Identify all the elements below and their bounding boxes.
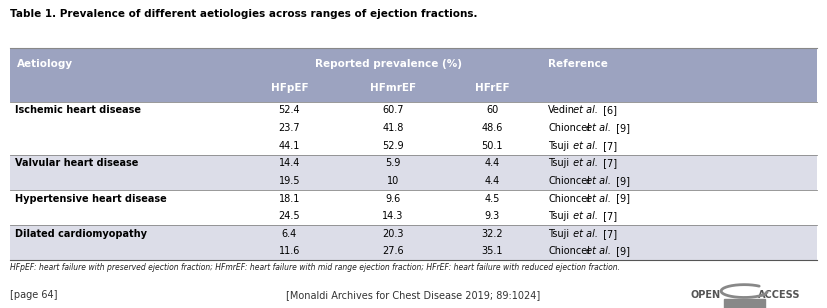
Text: 24.5: 24.5 bbox=[279, 211, 300, 221]
Text: 9.6: 9.6 bbox=[385, 193, 400, 204]
Text: et al.: et al. bbox=[583, 176, 610, 186]
Text: 20.3: 20.3 bbox=[382, 229, 404, 239]
Text: Chioncel: Chioncel bbox=[548, 123, 590, 133]
Text: [page 64]: [page 64] bbox=[10, 290, 57, 300]
Text: 18.1: 18.1 bbox=[279, 193, 300, 204]
Text: [7]: [7] bbox=[600, 141, 617, 151]
Text: HFpEF: heart failure with preserved ejection fraction; HFmrEF: heart failure wit: HFpEF: heart failure with preserved ejec… bbox=[10, 263, 620, 272]
Text: [7]: [7] bbox=[600, 158, 617, 168]
Text: et al.: et al. bbox=[570, 105, 598, 116]
Text: 48.6: 48.6 bbox=[481, 123, 503, 133]
Text: Hypertensive heart disease: Hypertensive heart disease bbox=[15, 193, 166, 204]
Text: et al.: et al. bbox=[570, 229, 598, 239]
Text: 50.1: 50.1 bbox=[481, 141, 503, 151]
Text: 41.8: 41.8 bbox=[382, 123, 404, 133]
Text: [7]: [7] bbox=[600, 229, 617, 239]
Text: 60.7: 60.7 bbox=[382, 105, 404, 116]
Text: [9]: [9] bbox=[613, 123, 630, 133]
Text: 52.4: 52.4 bbox=[279, 105, 300, 116]
Text: 10: 10 bbox=[387, 176, 399, 186]
Text: et al.: et al. bbox=[583, 246, 610, 257]
Text: Vedin: Vedin bbox=[548, 105, 576, 116]
Text: 52.9: 52.9 bbox=[382, 141, 404, 151]
Text: Reported prevalence (%): Reported prevalence (%) bbox=[315, 59, 462, 69]
Text: Reference: Reference bbox=[548, 59, 608, 69]
FancyBboxPatch shape bbox=[10, 190, 817, 225]
FancyBboxPatch shape bbox=[10, 225, 817, 260]
Text: 4.5: 4.5 bbox=[485, 193, 500, 204]
Text: [Monaldi Archives for Chest Disease 2019; 89:1024]: [Monaldi Archives for Chest Disease 2019… bbox=[286, 290, 541, 300]
Text: Ischemic heart disease: Ischemic heart disease bbox=[15, 105, 141, 116]
Text: 4.4: 4.4 bbox=[485, 176, 500, 186]
Text: 19.5: 19.5 bbox=[279, 176, 300, 186]
Text: 14.3: 14.3 bbox=[382, 211, 404, 221]
Text: 11.6: 11.6 bbox=[279, 246, 300, 257]
Text: [9]: [9] bbox=[613, 193, 630, 204]
Text: Valvular heart disease: Valvular heart disease bbox=[15, 158, 138, 168]
Text: Dilated cardiomyopathy: Dilated cardiomyopathy bbox=[15, 229, 147, 239]
Text: 9.3: 9.3 bbox=[485, 211, 500, 221]
Text: [9]: [9] bbox=[613, 246, 630, 257]
Text: Tsuji: Tsuji bbox=[548, 158, 570, 168]
Text: 23.7: 23.7 bbox=[279, 123, 300, 133]
Text: 14.4: 14.4 bbox=[279, 158, 300, 168]
Text: HFmrEF: HFmrEF bbox=[370, 83, 416, 93]
Text: HFpEF: HFpEF bbox=[270, 83, 308, 93]
FancyBboxPatch shape bbox=[10, 155, 817, 190]
Text: et al.: et al. bbox=[583, 123, 610, 133]
FancyBboxPatch shape bbox=[10, 102, 817, 155]
FancyBboxPatch shape bbox=[10, 48, 817, 102]
Text: [9]: [9] bbox=[613, 176, 630, 186]
Text: Tsuji: Tsuji bbox=[548, 211, 570, 221]
FancyBboxPatch shape bbox=[724, 299, 765, 308]
Text: 60: 60 bbox=[486, 105, 498, 116]
Text: 27.6: 27.6 bbox=[382, 246, 404, 257]
Text: et al.: et al. bbox=[570, 211, 598, 221]
Text: OPEN: OPEN bbox=[691, 290, 720, 300]
Text: 32.2: 32.2 bbox=[481, 229, 503, 239]
Text: Tsuji: Tsuji bbox=[548, 229, 570, 239]
Text: ACCESS: ACCESS bbox=[758, 290, 800, 300]
Text: et al.: et al. bbox=[583, 193, 610, 204]
Text: et al.: et al. bbox=[570, 158, 598, 168]
Text: HFrEF: HFrEF bbox=[475, 83, 509, 93]
Text: 6.4: 6.4 bbox=[282, 229, 297, 239]
Text: [6]: [6] bbox=[600, 105, 617, 116]
Text: [7]: [7] bbox=[600, 211, 617, 221]
Text: Table 1. Prevalence of different aetiologies across ranges of ejection fractions: Table 1. Prevalence of different aetiolo… bbox=[10, 9, 477, 19]
Text: Chioncel: Chioncel bbox=[548, 246, 590, 257]
Text: 44.1: 44.1 bbox=[279, 141, 300, 151]
Text: Chioncel: Chioncel bbox=[548, 176, 590, 186]
Text: 5.9: 5.9 bbox=[385, 158, 400, 168]
Text: Chioncel: Chioncel bbox=[548, 193, 590, 204]
Text: Tsuji: Tsuji bbox=[548, 141, 570, 151]
Text: 4.4: 4.4 bbox=[485, 158, 500, 168]
Text: Aetiology: Aetiology bbox=[17, 59, 73, 69]
Text: 35.1: 35.1 bbox=[481, 246, 503, 257]
Text: et al.: et al. bbox=[570, 141, 598, 151]
